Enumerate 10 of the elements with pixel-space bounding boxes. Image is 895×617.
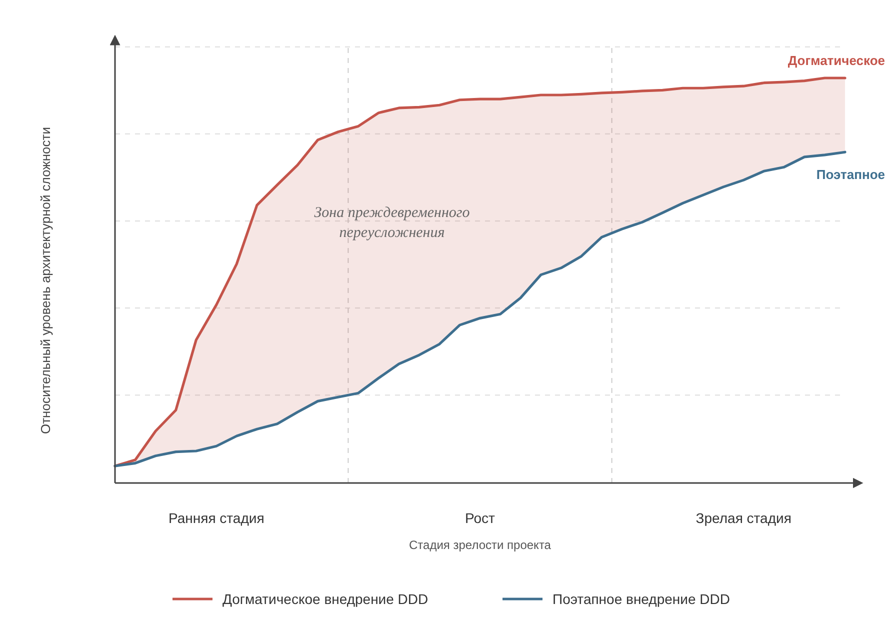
x-tick-label: Ранняя стадия	[168, 510, 264, 526]
legend-label: Догматическое внедрение DDD	[222, 591, 428, 607]
x-axis-title: Стадия зрелости проекта	[409, 538, 552, 552]
text: Догматическое	[788, 53, 885, 68]
legend-label: Поэтапное внедрение DDD	[552, 591, 730, 607]
x-tick-label: Зрелая стадия	[696, 510, 792, 526]
annotation: Поэтапное	[816, 167, 885, 182]
annotation: Зона преждевременного переусложнения	[314, 205, 470, 241]
y-axis-title: Относительный уровень архитектурной сложности	[38, 126, 53, 434]
x-tick-label: Рост	[465, 510, 496, 526]
